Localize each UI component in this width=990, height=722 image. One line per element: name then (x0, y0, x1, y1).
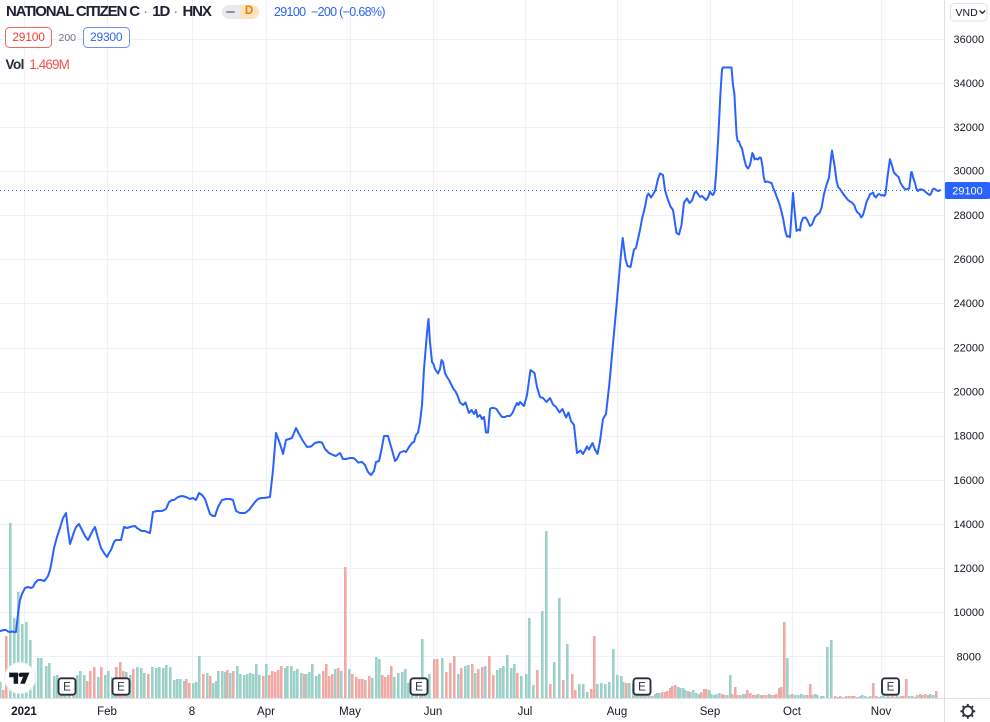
svg-text:VND: VND (956, 7, 979, 19)
svg-text:May: May (339, 706, 361, 718)
svg-text:18000: 18000 (954, 431, 985, 443)
svg-text:E: E (638, 682, 646, 694)
svg-text:10000: 10000 (954, 607, 985, 619)
svg-text:E: E (415, 682, 423, 694)
svg-text:22000: 22000 (954, 342, 985, 354)
svg-text:Jul: Jul (518, 706, 533, 718)
svg-text:16000: 16000 (954, 475, 985, 487)
svg-text:24000: 24000 (954, 298, 985, 310)
svg-text:14000: 14000 (954, 519, 985, 531)
svg-text:Oct: Oct (783, 706, 802, 718)
svg-text:8: 8 (189, 706, 195, 718)
svg-text:Apr: Apr (257, 706, 275, 718)
svg-text:E: E (887, 682, 895, 694)
svg-text:Feb: Feb (97, 706, 117, 718)
svg-text:12000: 12000 (954, 563, 985, 575)
svg-text:26000: 26000 (954, 254, 985, 266)
svg-text:28000: 28000 (954, 210, 985, 222)
svg-text:Aug: Aug (607, 706, 627, 718)
svg-text:Sep: Sep (700, 706, 720, 718)
svg-text:34000: 34000 (954, 78, 985, 90)
svg-text:8000: 8000 (957, 651, 981, 663)
svg-text:Nov: Nov (871, 706, 892, 718)
svg-text:2021: 2021 (11, 706, 37, 718)
svg-text:36000: 36000 (954, 34, 985, 46)
svg-text:E: E (117, 682, 125, 694)
svg-text:32000: 32000 (954, 122, 985, 134)
svg-text:29100: 29100 (952, 186, 983, 198)
svg-text:30000: 30000 (954, 166, 985, 178)
svg-text:20000: 20000 (954, 387, 985, 399)
svg-text:Jun: Jun (424, 706, 443, 718)
svg-text:E: E (63, 682, 71, 694)
